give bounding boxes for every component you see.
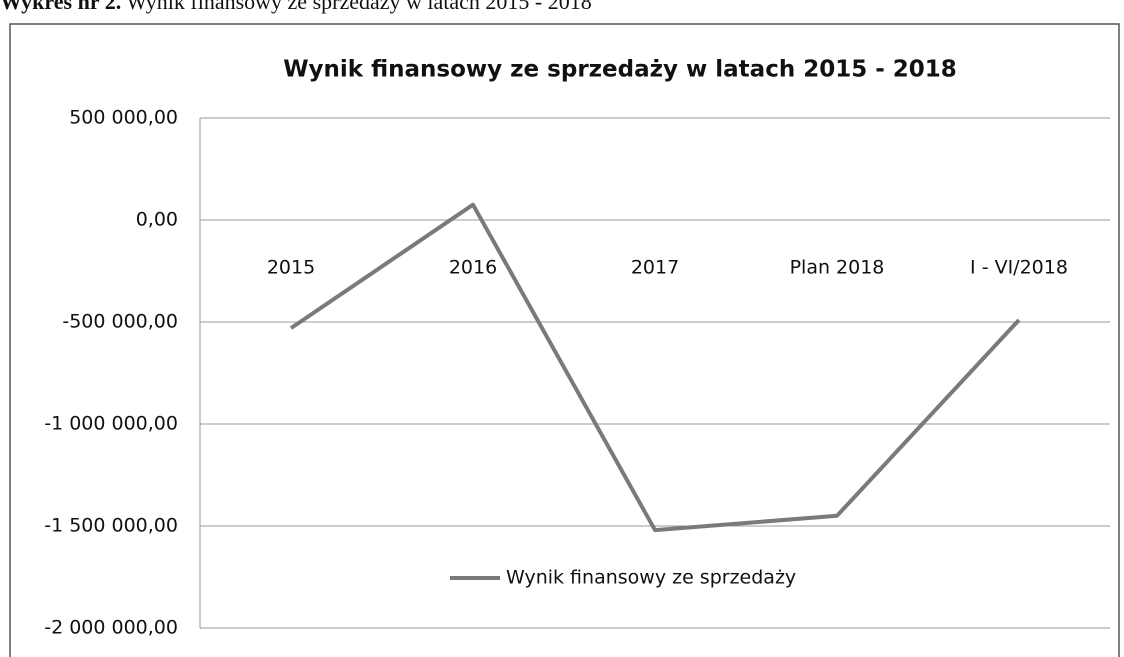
x-tick-label: Plan 2018 [790, 257, 885, 279]
y-tick-label: -2 000 000,00 [44, 617, 178, 639]
chart-title: Wynik finansowy ze sprzedaży w latach 20… [283, 57, 957, 83]
chart-frame [9, 23, 1120, 657]
caption-label: Wykres nr 2. [0, 0, 121, 14]
y-tick-label: -500 000,00 [62, 311, 178, 333]
y-tick-label: 500 000,00 [69, 107, 178, 129]
y-tick-label: 0,00 [136, 209, 178, 231]
x-tick-label: 2015 [267, 257, 315, 279]
data-line [289, 202, 1021, 533]
x-tick-label: I - VI/2018 [970, 257, 1068, 279]
y-tick-label: -1 500 000,00 [44, 515, 178, 537]
legend-label: Wynik finansowy ze sprzedaży [506, 567, 796, 589]
caption-text: Wynik finansowy ze sprzedaży w latach 20… [126, 0, 591, 14]
x-tick-label: 2016 [449, 257, 497, 279]
x-tick-label: 2017 [631, 257, 679, 279]
caption: Wykres nr 2. Wynik finansowy ze sprzedaż… [0, 0, 592, 14]
y-tick-label: -1 000 000,00 [44, 413, 178, 435]
